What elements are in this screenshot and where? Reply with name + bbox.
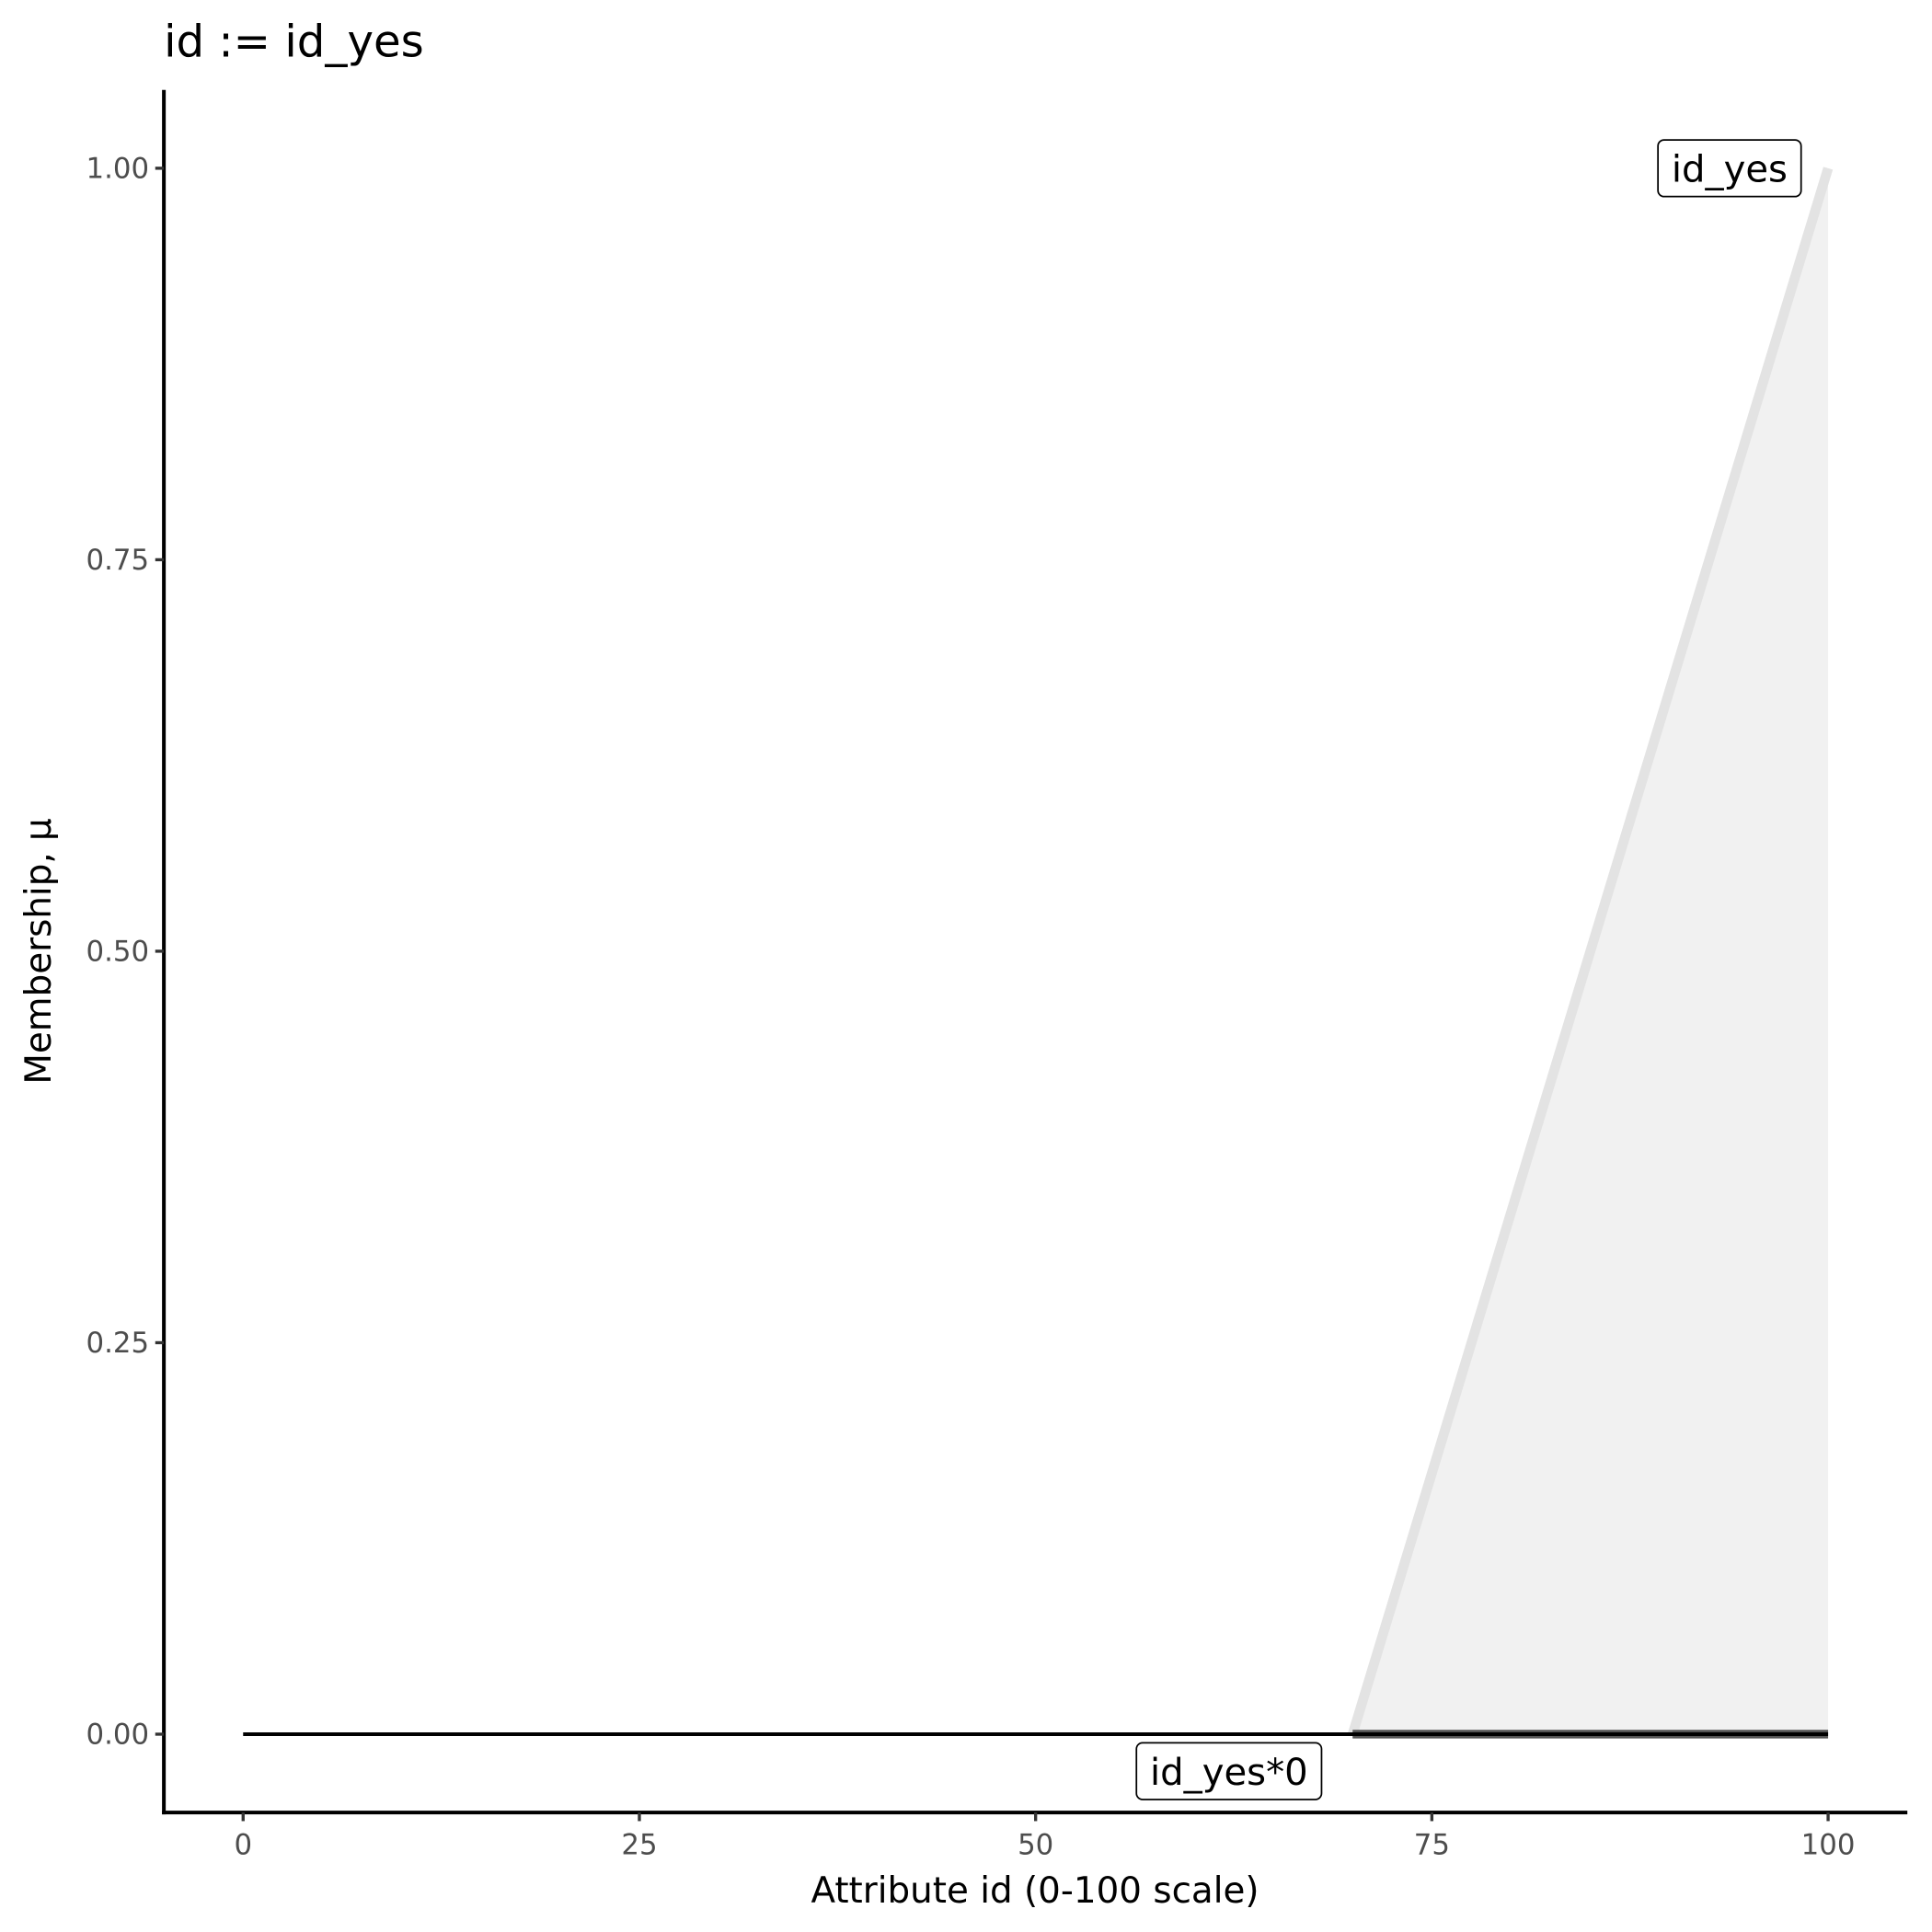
label-box [1135, 1742, 1323, 1800]
x-tick-label: 100 [1801, 1829, 1856, 1862]
y-tick-label: 0.75 [86, 544, 149, 577]
x-tick-label: 75 [1414, 1829, 1450, 1862]
chart-title: id := id_yes [164, 17, 424, 68]
label-box [1657, 139, 1802, 198]
y-axis-title: Membership, μ [18, 818, 60, 1084]
y-tick-label: 0.50 [86, 936, 149, 969]
x-tick-label: 25 [621, 1829, 657, 1862]
x-tick-label: 50 [1018, 1829, 1053, 1862]
x-tick-label: 0 [234, 1829, 252, 1862]
series-label: id_yes*0 [1150, 1752, 1308, 1794]
x-axis-title: Attribute id (0-100 scale) [811, 1870, 1259, 1912]
line [1348, 167, 1834, 1736]
y-tick-label: 1.00 [86, 153, 149, 186]
series-label: id_yes [1672, 149, 1788, 191]
y-tick-label: 0.25 [86, 1327, 149, 1360]
y-tick-label: 0.00 [86, 1719, 149, 1752]
